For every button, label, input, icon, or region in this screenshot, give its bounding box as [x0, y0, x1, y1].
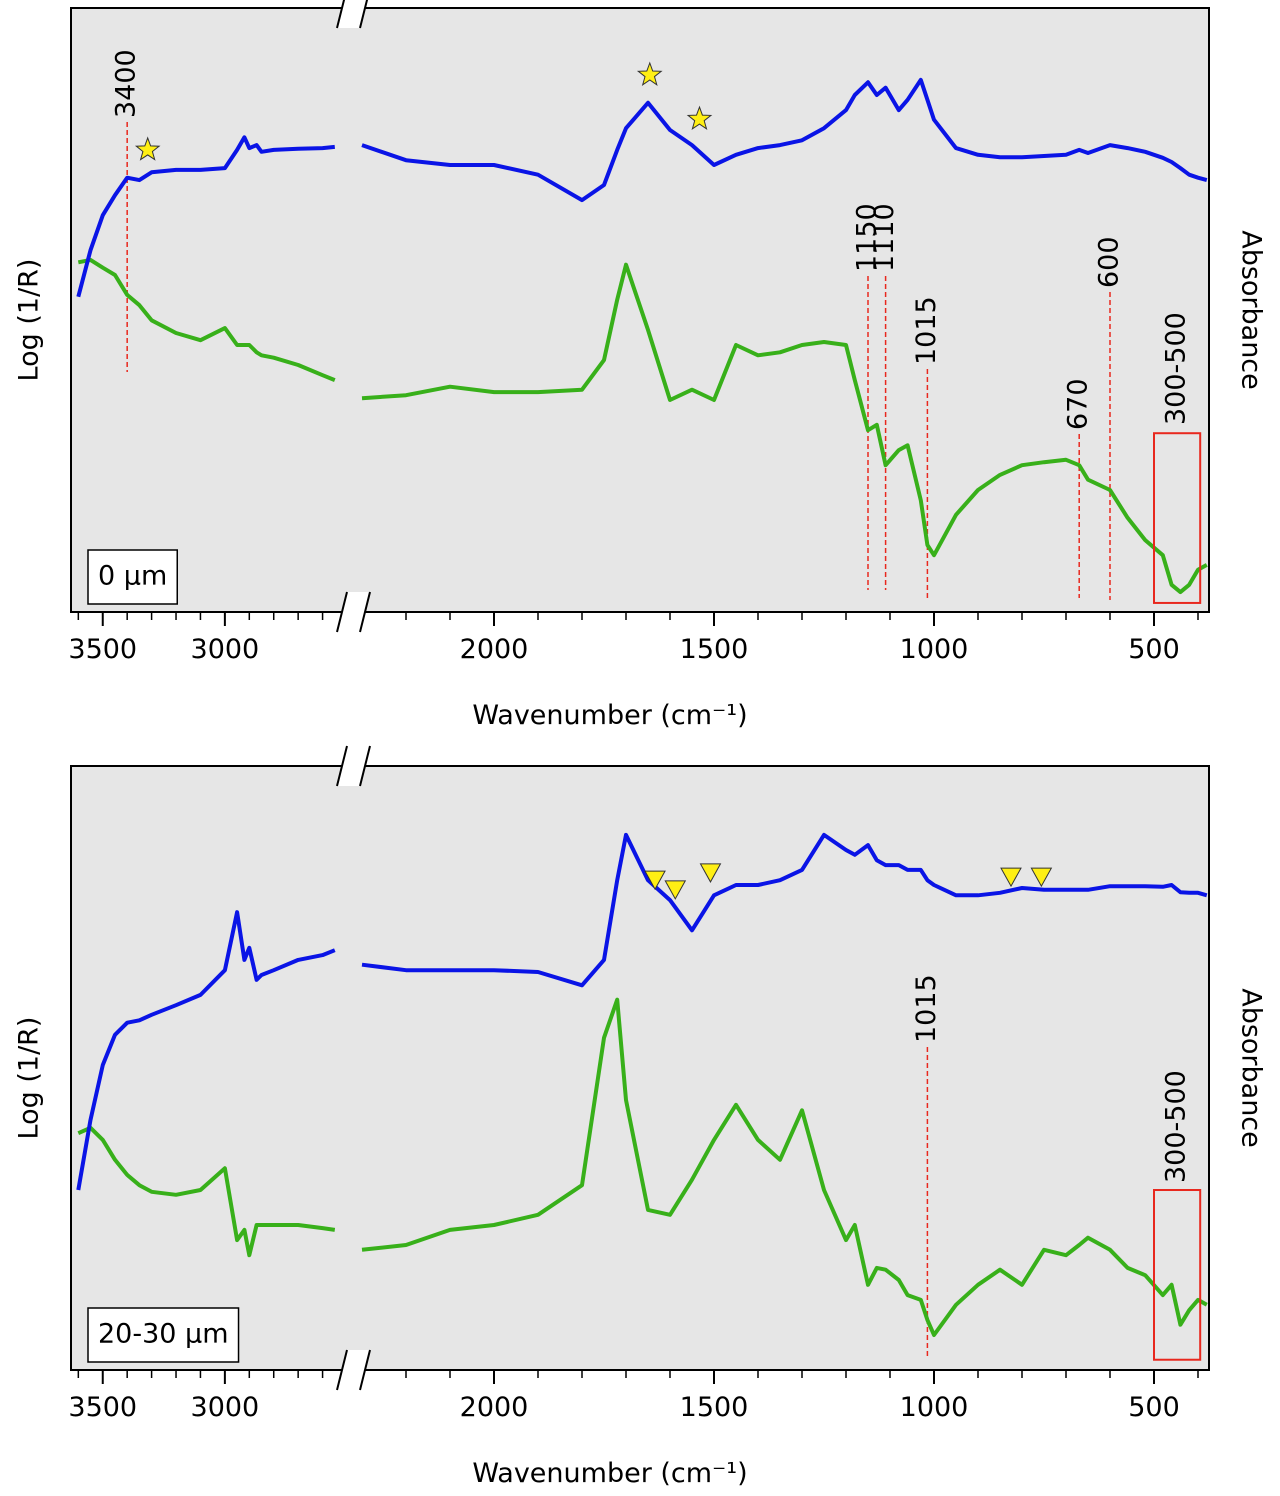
- x-tick-label: 500: [1128, 634, 1180, 665]
- marker-label: 1015: [911, 974, 942, 1043]
- x-tick-label: 1000: [900, 1392, 969, 1423]
- x-tick-label: 3500: [68, 634, 137, 665]
- region-box: [1153, 1189, 1202, 1361]
- data-line: [76, 832, 1208, 1191]
- x-tick-label: 500: [1128, 1392, 1180, 1423]
- triangle-symbol: [664, 880, 687, 900]
- x-tick-label: 3000: [191, 1392, 260, 1423]
- marker-label: 600: [1094, 236, 1125, 288]
- marker-label: 1110: [869, 203, 900, 272]
- y2-axis-label: Absorbance: [1236, 988, 1267, 1148]
- region-box: [1153, 432, 1202, 604]
- axis-break: [359, 591, 371, 633]
- triangle-symbol: [644, 870, 666, 891]
- marker-label: 3400: [111, 49, 142, 118]
- triangle-symbol: [1030, 867, 1053, 888]
- triangle-symbol: [1000, 867, 1022, 888]
- panel-label-box: [87, 1307, 240, 1363]
- data-line: [77, 257, 1208, 595]
- plot-frame: [70, 7, 1210, 613]
- x-axis-label: Wavenumber (cm⁻¹): [472, 700, 747, 731]
- data-line: [76, 77, 1208, 298]
- axis-break: [336, 0, 346, 29]
- x-tick-label: 1000: [900, 634, 969, 665]
- y2-axis-label: Absorbance: [1236, 230, 1267, 390]
- plot-area: [71, 766, 1209, 1370]
- axis-break: [336, 745, 348, 787]
- plot-frame: [70, 765, 1210, 1371]
- y-axis-label: Log (1/R): [14, 1017, 45, 1140]
- panel-label: 0 µm: [98, 561, 167, 592]
- star-symbol: [134, 136, 161, 161]
- x-tick-label: 3000: [191, 634, 260, 665]
- y-axis-label: Log (1/R): [14, 259, 45, 382]
- axis-break: [359, 0, 369, 29]
- star-symbol: [686, 105, 713, 130]
- axis-break: [359, 745, 371, 787]
- panel-label-box: [87, 549, 178, 605]
- panel-label: 20-30 µm: [98, 1319, 229, 1350]
- x-tick-label: 3500: [68, 1392, 137, 1423]
- star-symbol: [636, 61, 663, 86]
- axis-break: [359, 1349, 371, 1391]
- axis-break: [336, 1349, 348, 1391]
- axis-break: [337, 0, 367, 28]
- marker-label: 1150: [852, 203, 883, 272]
- x-tick-label: 2000: [460, 634, 529, 665]
- data-line: [77, 997, 1208, 1337]
- triangle-symbol: [699, 863, 722, 883]
- marker-label: 1015: [911, 296, 942, 365]
- x-tick-label: 1500: [680, 1392, 749, 1423]
- x-tick-label: 2000: [460, 1392, 529, 1423]
- x-axis-label: Wavenumber (cm⁻¹): [472, 1458, 747, 1489]
- marker-label: 670: [1063, 378, 1094, 430]
- region-label: 300-500: [1161, 312, 1192, 425]
- region-label: 300-500: [1161, 1070, 1192, 1183]
- x-tick-label: 1500: [680, 634, 749, 665]
- axis-break: [336, 591, 348, 633]
